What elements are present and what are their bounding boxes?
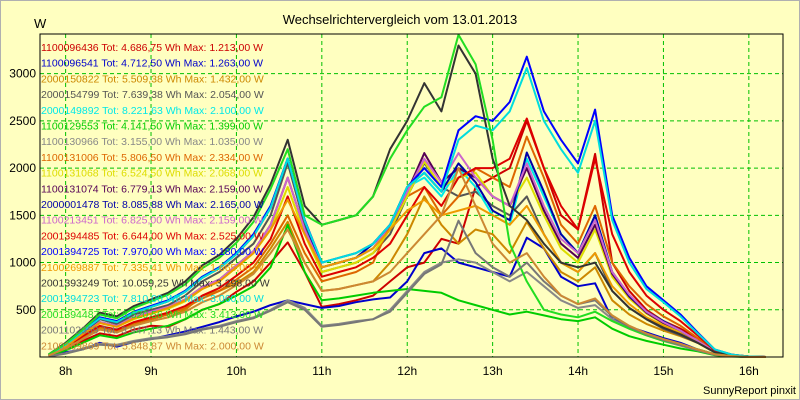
credit-text: SunnyReport pinxit bbox=[703, 385, 796, 397]
legend-entry: 2001394725 Tot: 7.970,00 Wh Max: 3.180,0… bbox=[41, 246, 264, 258]
y-tick-label: 500 bbox=[16, 303, 36, 317]
legend-entry: 2001394723 Tot: 7.810,00 Wh Max: 3.060,0… bbox=[41, 293, 264, 305]
legend-entry: 2000149892 Tot: 8.221,63 Wh Max: 2.100,0… bbox=[41, 105, 264, 117]
legend: 1100096436 Tot: 4.686,75 Wh Max: 1.213,0… bbox=[41, 42, 270, 352]
x-tick-label: 12h bbox=[397, 364, 417, 378]
x-tick-label: 15h bbox=[653, 364, 673, 378]
legend-entry: 1100096541 Tot: 4.712,50 Wh Max: 1.263,0… bbox=[41, 58, 263, 70]
series-line bbox=[48, 223, 766, 358]
legend-entry: 1100131006 Tot: 5.806,50 Wh Max: 2.334,0… bbox=[41, 152, 263, 164]
y-axis-unit: W bbox=[34, 16, 47, 31]
legend-entry: 1100131074 Tot: 6.779,13 Wh Max: 2.159,0… bbox=[41, 183, 263, 195]
legend-entry: 2000001478 Tot: 8.085,88 Wh Max: 2.165,0… bbox=[41, 199, 264, 211]
x-tick-labels: 8h 9h 10h 11h 12h 13h 14h 15h 16h bbox=[59, 364, 759, 378]
x-tick-label: 8h bbox=[59, 364, 72, 378]
plot-border bbox=[39, 33, 784, 358]
legend-entry: 2000150822 Tot: 5.509,38 Wh Max: 1.432,0… bbox=[41, 73, 264, 85]
legend-entry: 2000154799 Tot: 7.639,38 Wh Max: 2.054,0… bbox=[41, 89, 264, 101]
x-tick-label: 13h bbox=[483, 364, 503, 378]
y-tick-label: 2500 bbox=[9, 114, 36, 128]
y-tick-label: 3000 bbox=[9, 67, 36, 81]
grid bbox=[40, 34, 783, 357]
series-line bbox=[47, 44, 766, 358]
series-line bbox=[48, 117, 766, 358]
x-tick-label: 16h bbox=[739, 364, 759, 378]
legend-entry: 2001393249 Tot: 10.059,25 Wh Max: 3.298,… bbox=[41, 278, 270, 290]
series-line bbox=[47, 67, 766, 358]
y-tick-labels: 500 1000 1500 2000 2500 3000 bbox=[9, 67, 36, 317]
x-tick-label: 11h bbox=[312, 364, 331, 378]
legend-entry: 2001102359 Tot: 3.947,13 Wh Max: 1.443,0… bbox=[41, 325, 263, 337]
legend-entry: 1100130966 Tot: 3.155,00 Wh Max: 1.035,0… bbox=[41, 136, 263, 148]
legend-entry: 1100129553 Tot: 4.141,50 Wh Max: 1.399,0… bbox=[41, 121, 263, 133]
chart-title: Wechselrichtervergleich vom 13.01.2013 bbox=[283, 12, 518, 27]
legend-entry: 1100213451 Tot: 6.825,00 Wh Max: 2.159,0… bbox=[41, 215, 263, 227]
legend-entry: 2001394485 Tot: 6.644,00 Wh Max: 2.525,0… bbox=[41, 230, 264, 242]
legend-entry: 2100269887 Tot: 7.335,41 Wh Max: 1.665,0… bbox=[41, 262, 264, 274]
legend-entry: 2100269869 Tot: 5.848,87 Wh Max: 2.000,0… bbox=[41, 340, 264, 352]
series-line bbox=[48, 167, 766, 358]
legend-entry: 1100096436 Tot: 4.686,75 Wh Max: 1.213,0… bbox=[41, 42, 263, 54]
legend-entry: 1100131068 Tot: 6.524,50 Wh Max: 2.068,0… bbox=[41, 168, 263, 180]
x-tick-label: 14h bbox=[568, 364, 588, 378]
legend-entry: 2001394487 Tot: 8.520,56 Wh Max: 3.413,0… bbox=[41, 309, 264, 321]
y-tick-label: 1500 bbox=[9, 208, 36, 222]
x-tick-label: 9h bbox=[144, 364, 157, 378]
x-tick-label: 10h bbox=[226, 364, 246, 378]
series-lines bbox=[47, 33, 766, 358]
y-tick-label: 2000 bbox=[9, 161, 36, 175]
series-line bbox=[48, 198, 766, 358]
y-tick-label: 1000 bbox=[9, 256, 36, 270]
